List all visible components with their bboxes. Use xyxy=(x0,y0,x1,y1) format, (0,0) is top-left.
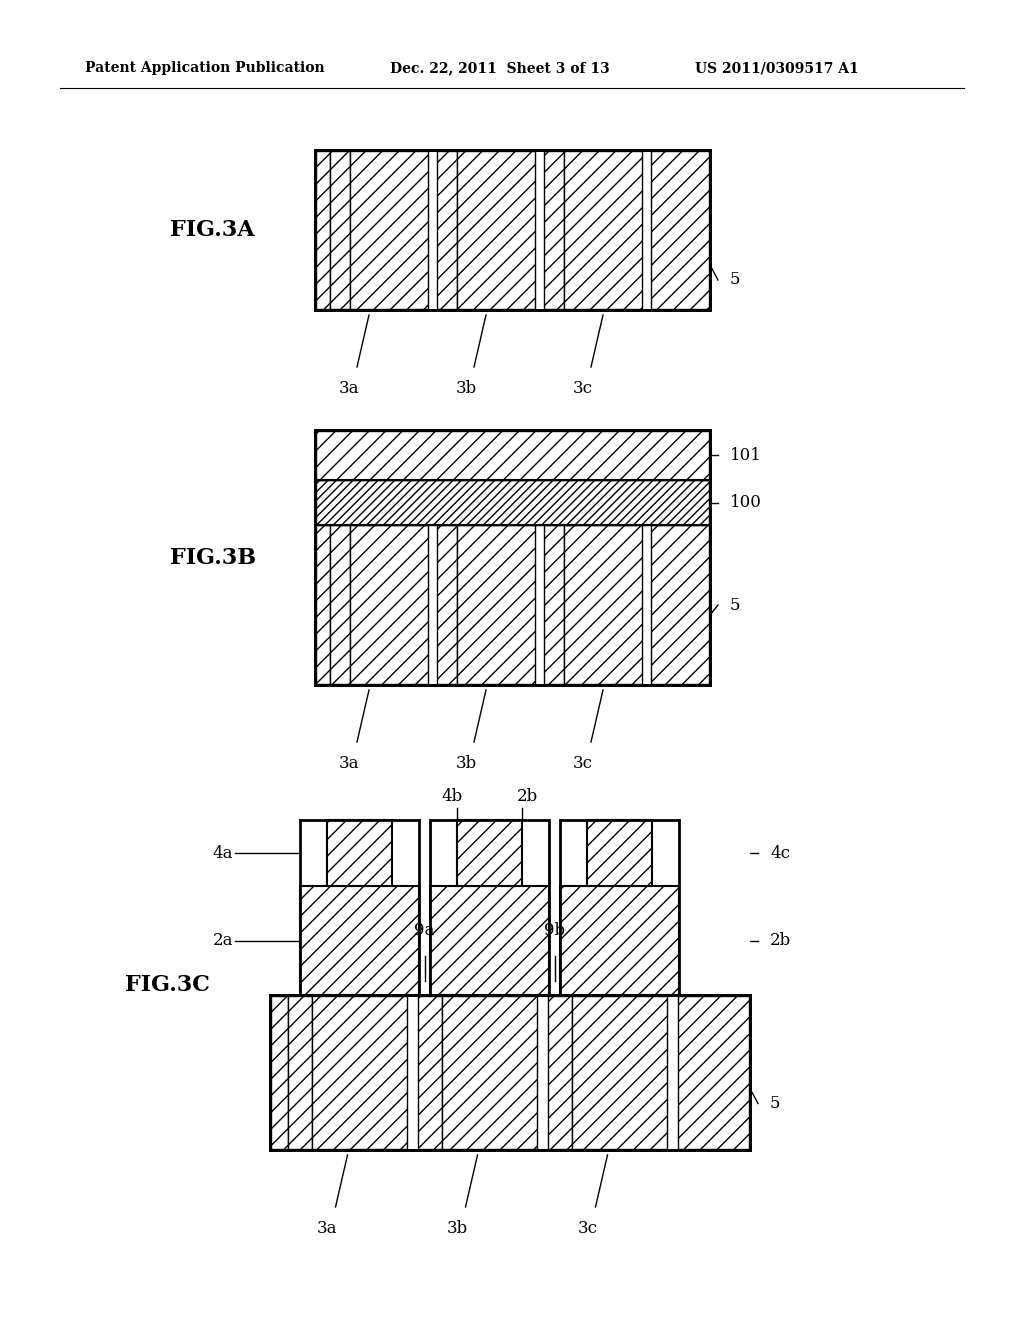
Text: Patent Application Publication: Patent Application Publication xyxy=(85,61,325,75)
Text: 9b: 9b xyxy=(544,921,565,939)
Bar xyxy=(548,997,572,1148)
Bar xyxy=(300,886,419,995)
Text: 3b: 3b xyxy=(456,380,476,397)
Text: US 2011/0309517 A1: US 2011/0309517 A1 xyxy=(695,61,859,75)
Bar xyxy=(544,150,564,309)
Bar xyxy=(300,820,419,995)
Text: 9a: 9a xyxy=(415,921,434,939)
Bar xyxy=(564,525,642,684)
Bar xyxy=(288,997,312,1148)
Bar xyxy=(315,150,710,310)
Bar xyxy=(457,525,535,684)
Bar xyxy=(316,480,709,525)
Bar xyxy=(544,525,564,684)
Text: 101: 101 xyxy=(730,446,762,463)
Bar xyxy=(418,997,442,1148)
Text: FIG.3B: FIG.3B xyxy=(170,546,256,569)
Bar xyxy=(350,525,428,684)
Text: Dec. 22, 2011  Sheet 3 of 13: Dec. 22, 2011 Sheet 3 of 13 xyxy=(390,61,609,75)
Text: FIG.3C: FIG.3C xyxy=(125,974,210,997)
Bar xyxy=(330,525,350,684)
Bar xyxy=(312,997,407,1148)
Bar xyxy=(560,820,679,995)
Text: 3a: 3a xyxy=(339,755,359,772)
Bar xyxy=(315,430,710,685)
Bar xyxy=(330,150,350,309)
Bar xyxy=(270,995,750,1150)
Text: 4b: 4b xyxy=(441,788,463,805)
Bar xyxy=(430,886,549,995)
Bar xyxy=(270,995,750,1150)
Text: 3b: 3b xyxy=(456,755,476,772)
Bar xyxy=(651,525,709,684)
Bar xyxy=(437,150,457,309)
Bar xyxy=(564,150,642,309)
Bar xyxy=(315,430,710,685)
Text: 2a: 2a xyxy=(213,932,233,949)
Text: 5: 5 xyxy=(730,272,740,289)
Text: 3c: 3c xyxy=(578,1220,597,1237)
Bar xyxy=(678,997,749,1148)
Text: 5: 5 xyxy=(730,597,740,614)
Text: 2b: 2b xyxy=(770,932,792,949)
Bar xyxy=(437,525,457,684)
Text: 2b: 2b xyxy=(516,788,538,805)
Text: 3a: 3a xyxy=(317,1220,338,1237)
Bar xyxy=(560,886,679,995)
Bar xyxy=(350,150,428,309)
Bar xyxy=(442,997,537,1148)
Bar xyxy=(271,997,288,1148)
Bar xyxy=(457,150,535,309)
Text: 3b: 3b xyxy=(446,1220,468,1237)
Text: 3c: 3c xyxy=(573,380,593,397)
Text: 3c: 3c xyxy=(573,755,593,772)
Text: 4c: 4c xyxy=(770,845,790,862)
Bar xyxy=(651,150,709,309)
Bar xyxy=(316,525,330,684)
Text: 4a: 4a xyxy=(213,845,233,862)
Text: FIG.3A: FIG.3A xyxy=(170,219,255,242)
Text: 3a: 3a xyxy=(339,380,359,397)
Bar xyxy=(316,150,330,309)
Text: 5: 5 xyxy=(770,1096,780,1111)
Bar xyxy=(587,820,652,886)
Bar xyxy=(327,820,392,886)
Bar xyxy=(430,820,549,995)
Bar xyxy=(316,432,709,480)
Bar xyxy=(315,150,710,310)
Bar xyxy=(572,997,667,1148)
Text: 100: 100 xyxy=(730,494,762,511)
Bar xyxy=(457,820,522,886)
